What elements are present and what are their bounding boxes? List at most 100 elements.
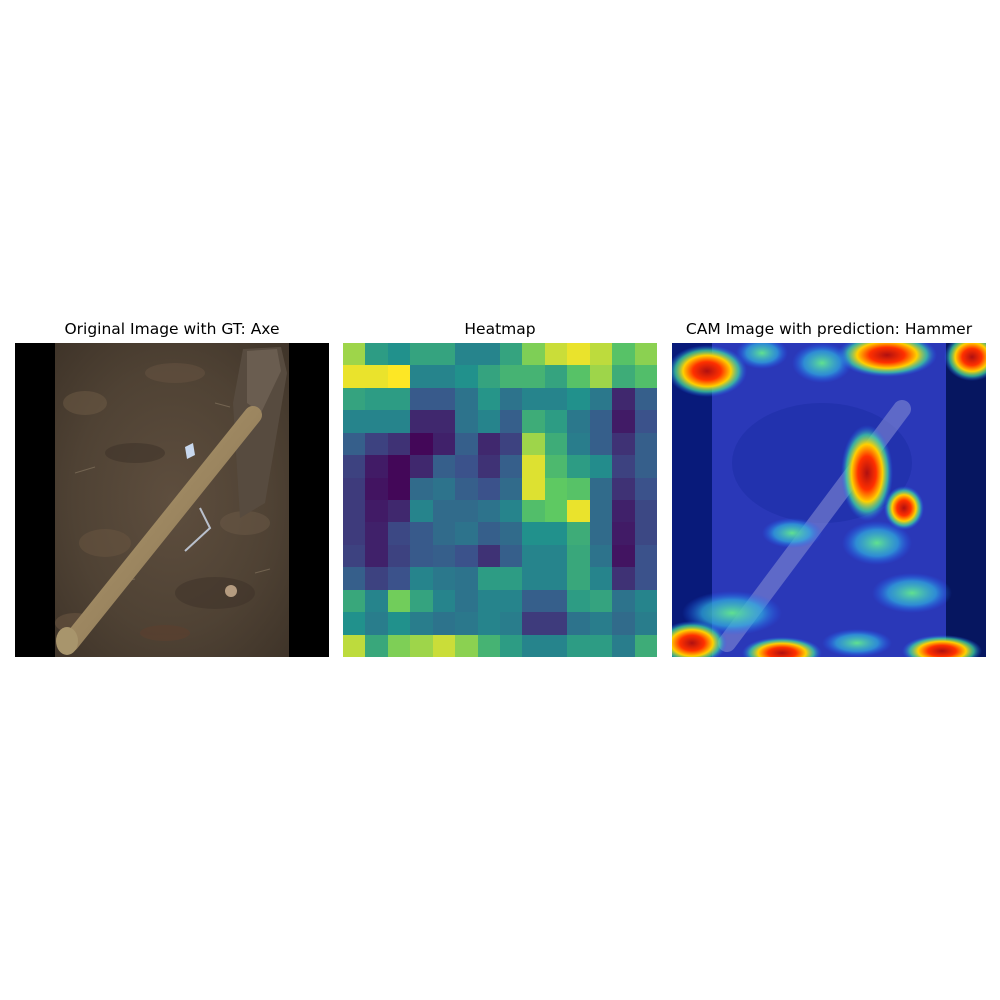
heatmap-cell xyxy=(545,567,567,590)
heatmap-cell xyxy=(612,612,635,635)
heatmap-cell xyxy=(567,343,590,365)
heatmap-cell xyxy=(410,478,433,500)
heatmap-cell xyxy=(433,365,455,388)
heatmap-cell xyxy=(410,545,433,567)
heatmap-cell xyxy=(433,478,455,500)
heatmap-cell xyxy=(365,545,388,567)
heatmap-cell xyxy=(365,455,388,478)
heatmap-cell xyxy=(545,455,567,478)
heatmap-cell xyxy=(455,635,478,657)
heatmap-cell xyxy=(388,545,410,567)
heatmap-cell xyxy=(567,590,590,612)
heatmap-cell xyxy=(365,410,388,433)
heatmap-cell xyxy=(478,343,500,365)
heatmap-cell xyxy=(478,567,500,590)
heatmap-cell xyxy=(500,388,522,410)
heatmap-cell xyxy=(433,388,455,410)
heatmap-cell xyxy=(388,478,410,500)
heatmap-cell xyxy=(433,455,455,478)
heatmap-cell xyxy=(590,365,612,388)
heatmap-cell xyxy=(522,567,545,590)
heatmap-cell xyxy=(388,388,410,410)
heatmap-cell xyxy=(590,612,612,635)
heatmap-cell xyxy=(545,388,567,410)
heatmap-cell xyxy=(567,522,590,545)
heatmap-cell xyxy=(388,567,410,590)
heatmap-cell xyxy=(433,612,455,635)
heatmap-cell xyxy=(500,365,522,388)
heatmap-cell xyxy=(433,567,455,590)
heatmap-cell xyxy=(612,343,635,365)
heatmap-cell xyxy=(410,455,433,478)
heatmap-cell xyxy=(455,567,478,590)
heatmap-cell xyxy=(388,410,410,433)
heatmap-cell xyxy=(365,365,388,388)
heatmap-cell xyxy=(635,500,657,522)
heatmap-cell xyxy=(500,612,522,635)
heatmap-cell xyxy=(478,522,500,545)
heatmap-cell xyxy=(455,500,478,522)
heatmap-cell xyxy=(635,478,657,500)
heatmap-cell xyxy=(635,635,657,657)
heatmap-cell xyxy=(433,635,455,657)
heatmap-cell xyxy=(343,545,365,567)
heatmap-cell xyxy=(433,545,455,567)
heatmap-cell xyxy=(635,567,657,590)
heatmap-cell xyxy=(545,343,567,365)
heatmap-cell xyxy=(410,522,433,545)
heatmap-cell xyxy=(455,545,478,567)
heatmap-cell xyxy=(567,455,590,478)
panel-title-heatmap: Heatmap xyxy=(464,320,536,338)
heatmap-cell xyxy=(343,410,365,433)
heatmap-cell xyxy=(433,590,455,612)
heatmap-grid xyxy=(343,343,657,657)
heatmap-cell xyxy=(635,433,657,455)
heatmap-cell xyxy=(365,388,388,410)
heatmap-cell xyxy=(522,590,545,612)
heatmap-cell xyxy=(343,343,365,365)
heatmap-cell xyxy=(545,612,567,635)
heatmap-cell xyxy=(365,635,388,657)
heatmap-cell xyxy=(410,365,433,388)
heatmap-cell xyxy=(522,612,545,635)
heatmap-cell xyxy=(410,612,433,635)
heatmap-cell xyxy=(522,410,545,433)
heatmap-cell xyxy=(590,500,612,522)
heatmap-cell xyxy=(635,612,657,635)
heatmap-cell xyxy=(545,522,567,545)
heatmap-cell xyxy=(590,567,612,590)
heatmap-cell xyxy=(410,635,433,657)
heatmap-cell xyxy=(455,365,478,388)
heatmap-cell xyxy=(567,635,590,657)
heatmap-cell xyxy=(365,567,388,590)
heatmap-cell xyxy=(343,590,365,612)
heatmap-cell xyxy=(343,388,365,410)
heatmap-cell xyxy=(478,635,500,657)
heatmap-cell xyxy=(433,500,455,522)
heatmap-cell xyxy=(567,612,590,635)
heatmap-cell xyxy=(388,612,410,635)
heatmap-cell xyxy=(433,522,455,545)
heatmap-cell xyxy=(635,455,657,478)
heatmap-cell xyxy=(567,410,590,433)
heatmap-cell xyxy=(500,635,522,657)
heatmap-cell xyxy=(478,410,500,433)
heatmap-cell xyxy=(343,433,365,455)
heatmap-cell xyxy=(388,343,410,365)
heatmap-cell xyxy=(590,478,612,500)
heatmap-cell xyxy=(590,455,612,478)
heatmap-cell xyxy=(590,410,612,433)
heatmap-cell xyxy=(590,433,612,455)
heatmap-cell xyxy=(478,433,500,455)
heatmap-cell xyxy=(478,612,500,635)
cam-image xyxy=(672,343,986,657)
heatmap-cell xyxy=(455,590,478,612)
heatmap-cell xyxy=(590,545,612,567)
heatmap-cell xyxy=(500,343,522,365)
heatmap-cell xyxy=(567,478,590,500)
heatmap-cell xyxy=(478,455,500,478)
heatmap-cell xyxy=(343,522,365,545)
heatmap-cell xyxy=(522,433,545,455)
heatmap-cell xyxy=(455,455,478,478)
heatmap-cell xyxy=(635,545,657,567)
